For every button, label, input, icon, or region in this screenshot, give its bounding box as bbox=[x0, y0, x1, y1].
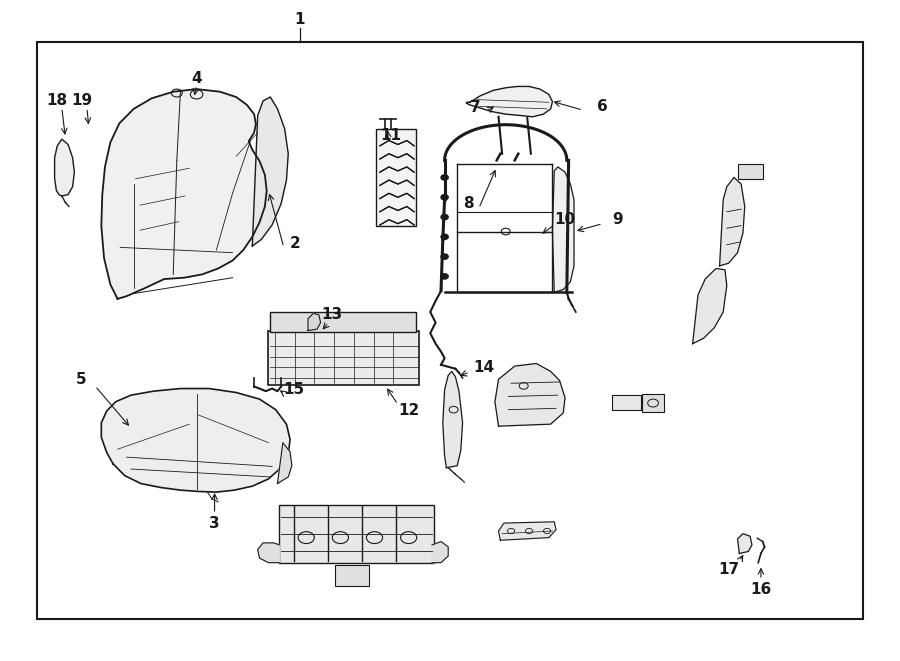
Polygon shape bbox=[499, 522, 556, 540]
Circle shape bbox=[441, 254, 448, 259]
Text: 16: 16 bbox=[751, 582, 771, 597]
Text: 15: 15 bbox=[284, 382, 304, 397]
Text: 1: 1 bbox=[294, 12, 305, 26]
Bar bbox=[335, 565, 369, 586]
Polygon shape bbox=[432, 541, 448, 563]
Polygon shape bbox=[257, 543, 279, 563]
Text: 2: 2 bbox=[290, 236, 301, 251]
Text: 10: 10 bbox=[554, 212, 576, 227]
Circle shape bbox=[441, 194, 448, 200]
Polygon shape bbox=[466, 87, 553, 117]
Bar bbox=[738, 165, 762, 178]
Polygon shape bbox=[308, 313, 320, 330]
Circle shape bbox=[441, 175, 448, 180]
Polygon shape bbox=[277, 443, 292, 484]
Polygon shape bbox=[102, 389, 290, 492]
Bar bbox=[37, 42, 863, 619]
Text: 11: 11 bbox=[380, 128, 401, 143]
Bar bbox=[643, 394, 664, 412]
Text: 14: 14 bbox=[473, 360, 495, 375]
Bar bbox=[376, 129, 416, 226]
Text: 3: 3 bbox=[210, 516, 220, 531]
Circle shape bbox=[441, 234, 448, 239]
Bar bbox=[279, 504, 434, 563]
Polygon shape bbox=[738, 533, 752, 553]
Text: 19: 19 bbox=[71, 93, 92, 108]
Text: 4: 4 bbox=[192, 71, 202, 86]
Text: 8: 8 bbox=[463, 196, 473, 212]
Text: 12: 12 bbox=[398, 403, 419, 418]
Polygon shape bbox=[443, 371, 463, 468]
Circle shape bbox=[441, 274, 448, 279]
Polygon shape bbox=[495, 364, 565, 426]
Bar bbox=[268, 330, 419, 385]
Bar bbox=[612, 395, 641, 410]
Text: 17: 17 bbox=[718, 562, 739, 577]
Polygon shape bbox=[720, 177, 744, 266]
Text: 7: 7 bbox=[470, 100, 481, 115]
Polygon shape bbox=[55, 139, 75, 196]
Text: 9: 9 bbox=[612, 212, 623, 227]
Polygon shape bbox=[693, 268, 727, 344]
Circle shape bbox=[441, 214, 448, 219]
Polygon shape bbox=[553, 167, 574, 292]
Text: 13: 13 bbox=[320, 307, 342, 322]
Text: 5: 5 bbox=[76, 371, 87, 387]
Polygon shape bbox=[252, 97, 288, 246]
Text: 6: 6 bbox=[598, 98, 608, 114]
Text: 18: 18 bbox=[47, 93, 68, 108]
Bar bbox=[270, 312, 416, 332]
Polygon shape bbox=[102, 89, 266, 299]
